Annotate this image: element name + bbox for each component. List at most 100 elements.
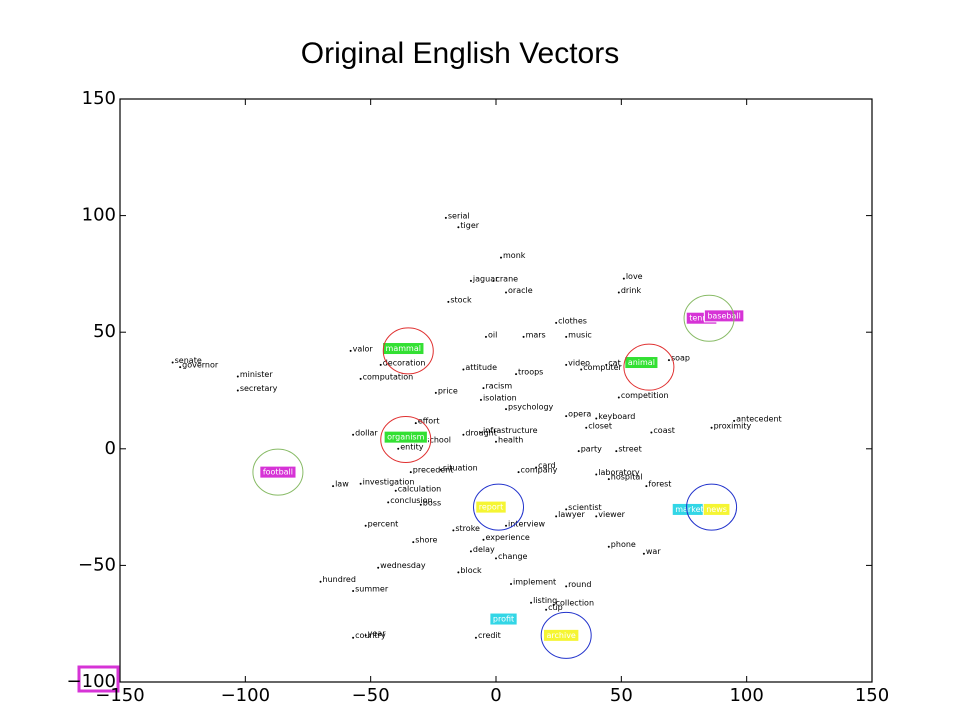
point (617, 396, 620, 399)
point-label: governor (182, 361, 219, 370)
highlight-ring (473, 483, 525, 531)
point (492, 279, 495, 282)
point (236, 389, 239, 392)
point (552, 604, 555, 607)
x-tick-label: −150 (95, 685, 144, 706)
highlight-label: animal (628, 358, 655, 367)
point-label: antecedent (736, 414, 782, 423)
point (359, 482, 362, 485)
point (565, 415, 568, 418)
point-label: interview (508, 519, 546, 528)
point-label: block (460, 566, 482, 575)
point (605, 363, 608, 366)
point-label: law (335, 480, 349, 489)
point (444, 216, 447, 219)
point-label: love (626, 272, 643, 281)
point (565, 335, 568, 338)
point (419, 503, 422, 506)
point (434, 391, 437, 394)
point (530, 601, 533, 604)
point (595, 515, 598, 518)
point-label: racism (485, 382, 512, 391)
point-label: senate (175, 356, 202, 365)
point-label: collection (556, 599, 594, 608)
point (580, 368, 583, 371)
point-label: keyboard (598, 412, 635, 421)
point-label: troops (518, 368, 543, 377)
point (319, 580, 322, 583)
point-label: party (581, 445, 602, 454)
point (364, 524, 367, 527)
point-label: phone (611, 540, 636, 549)
point-label: viewer (598, 510, 625, 519)
x-tick-label: 150 (855, 685, 889, 706)
point-label: year (368, 629, 387, 638)
point-label: computer (583, 363, 622, 372)
point (505, 291, 508, 294)
highlight-ring (686, 483, 738, 531)
point-label: closet (588, 421, 612, 430)
point (352, 636, 355, 639)
point (517, 471, 520, 474)
highlight-label: profit (493, 615, 514, 624)
point-label: effort (418, 417, 440, 426)
point-label: hundred (323, 575, 356, 584)
point-label: music (568, 330, 592, 339)
point-label: infrastructure (483, 426, 538, 435)
point-label: summer (355, 585, 389, 594)
highlight-label: baseball (707, 311, 741, 320)
point (500, 256, 503, 259)
point-label: lawyer (558, 510, 585, 519)
highlight-label: mammal (386, 344, 421, 353)
x-tick-label: 50 (610, 685, 633, 706)
point (642, 552, 645, 555)
point (607, 545, 610, 548)
point-label: street (618, 445, 641, 454)
point (595, 417, 598, 420)
point-label: laboratory (598, 468, 640, 477)
highlight-label: markets (675, 505, 708, 514)
point (667, 359, 670, 362)
point-label: shore (415, 536, 437, 545)
point (349, 349, 352, 352)
point-label: isolation (483, 393, 517, 402)
point-label: investigation (363, 477, 415, 486)
point (469, 279, 472, 282)
y-tick-label: −100 (67, 671, 116, 692)
x-tick-label: −100 (221, 685, 270, 706)
point-label: serial (448, 211, 470, 220)
point (397, 447, 400, 450)
point (332, 485, 335, 488)
point-label: minister (240, 370, 274, 379)
point (615, 450, 618, 453)
point (577, 450, 580, 453)
point-label: card (538, 461, 556, 470)
point-label: implement (513, 578, 556, 587)
highlight-box (702, 502, 731, 516)
highlight-ring (380, 415, 432, 463)
point-label: listing (533, 596, 557, 605)
highlight-label: football (263, 468, 293, 477)
point (462, 368, 465, 371)
y-tick-label: 50 (93, 321, 116, 342)
highlight-label: archive (546, 631, 575, 640)
point (510, 583, 513, 586)
point (352, 433, 355, 436)
point (607, 478, 610, 481)
y-tick-label: 100 (82, 205, 116, 226)
point (555, 515, 558, 518)
point-label: psychology (508, 403, 554, 412)
point-label: oil (488, 330, 497, 339)
point (495, 557, 497, 560)
point (452, 529, 455, 532)
highlight-box (475, 500, 507, 514)
point (439, 468, 442, 471)
point (462, 433, 465, 436)
point (733, 419, 736, 422)
point (377, 566, 380, 569)
x-tick-label: 0 (490, 685, 501, 706)
point (469, 550, 472, 553)
point-label: hospital (611, 473, 643, 482)
point (617, 291, 620, 294)
